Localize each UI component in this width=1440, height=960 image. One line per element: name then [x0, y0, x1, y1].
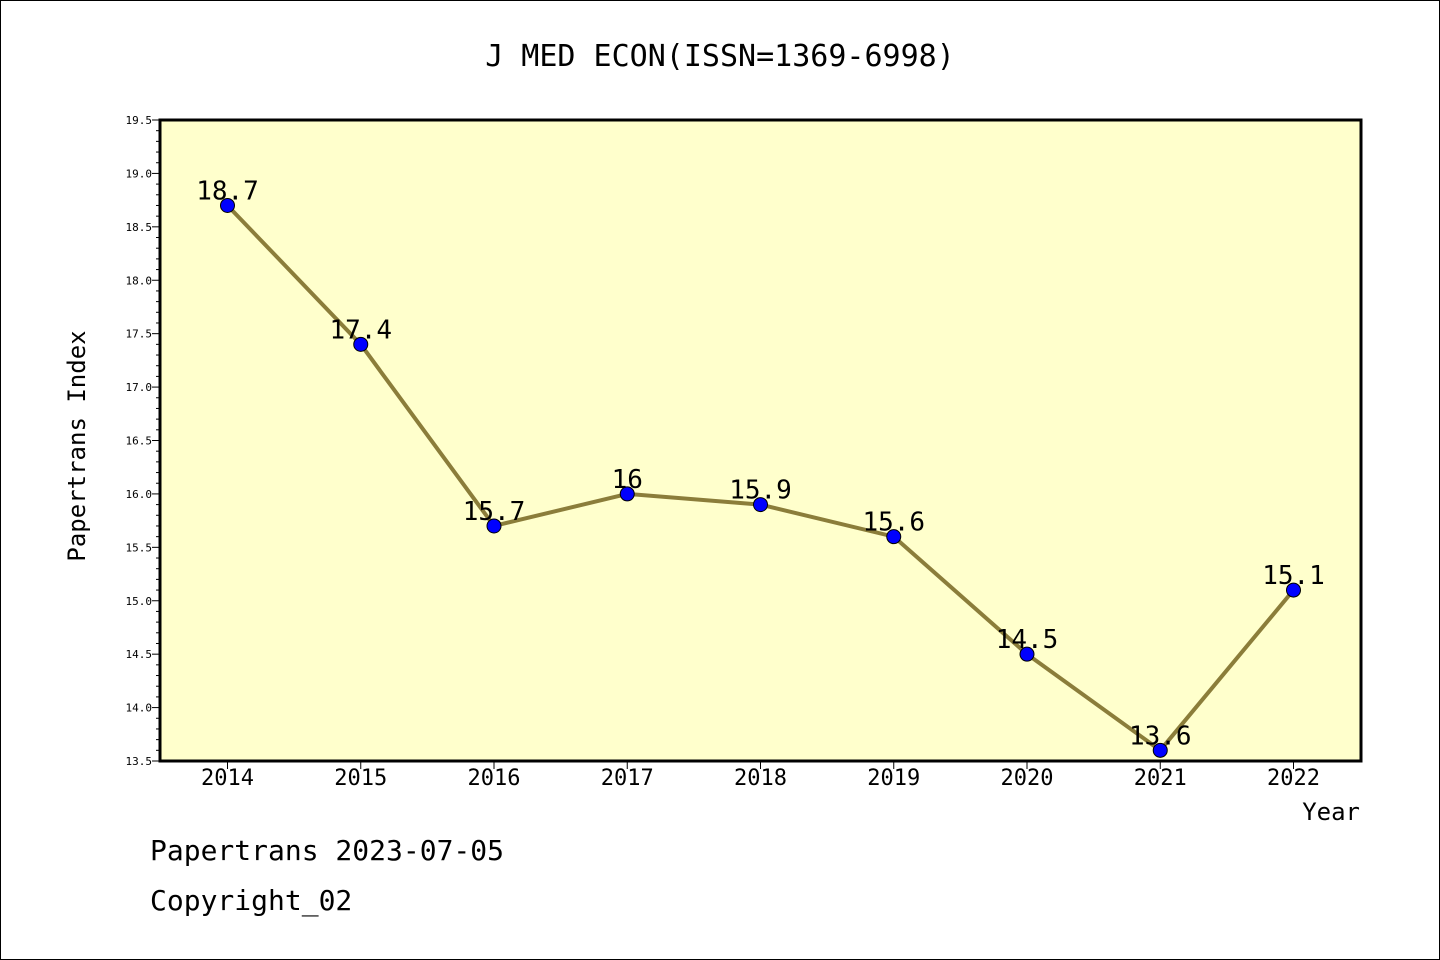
data-label: 17.4: [329, 315, 392, 345]
x-tick-label: 2021: [1134, 766, 1187, 791]
y-tick-label: 18.0: [126, 274, 153, 287]
data-point: [1152, 742, 1168, 758]
data-label: 15.9: [729, 476, 792, 506]
data-label: 15.1: [1262, 561, 1325, 591]
y-tick-label: 19.0: [126, 167, 153, 180]
chart-title: J MED ECON(ISSN=1369-6998): [485, 39, 955, 74]
y-tick-label: 17.5: [126, 328, 153, 341]
y-tick-label: 16.0: [126, 488, 153, 501]
data-point: [220, 197, 235, 213]
x-tick-label: 2018: [734, 766, 787, 791]
data-label: 18.7: [196, 176, 259, 206]
x-tick-label: 2016: [468, 766, 521, 791]
data-points: [220, 197, 1301, 758]
x-axis-label: Year: [1302, 798, 1360, 826]
plot-area: [158, 118, 1363, 763]
x-tick-label: 2014: [201, 766, 254, 791]
footer-copyright: Copyright_02: [150, 884, 353, 917]
data-label: 15.7: [463, 497, 526, 527]
data-point: [486, 518, 502, 534]
y-tick-label: 18.5: [126, 221, 153, 234]
x-axis: 2014 2015 2016 2017 2018 2019 2020 2021 2022: [201, 761, 1320, 791]
data-point: [886, 529, 902, 545]
data-point: [619, 486, 635, 502]
footer-date: Papertrans 2023-07-05: [150, 834, 505, 867]
y-tick-label: 19.5: [126, 114, 153, 127]
x-tick-label: 2022: [1267, 766, 1320, 791]
y-tick-label: 17.0: [126, 381, 153, 394]
data-point: [353, 336, 369, 352]
data-label: 15.6: [862, 508, 925, 538]
x-tick-label: 2017: [601, 766, 654, 791]
x-tick-label: 2019: [867, 766, 920, 791]
data-label: 13.6: [1129, 721, 1192, 751]
y-tick-label: 14.0: [126, 702, 153, 715]
data-point: [1286, 582, 1301, 598]
x-tick-label: 2015: [334, 766, 387, 791]
y-tick-label: 16.5: [126, 435, 153, 448]
y-axis-label: Papertrans Index: [63, 330, 91, 561]
data-point: [1019, 646, 1035, 662]
y-tick-label: 15.0: [126, 595, 153, 608]
data-point: [753, 497, 768, 513]
y-tick-label: 14.5: [126, 648, 153, 661]
data-label: 16: [612, 465, 643, 495]
y-tick-label: 15.5: [126, 541, 153, 554]
y-tick-label: 13.5: [126, 755, 153, 768]
y-axis: 13.5 14.0 14.5 15.0 15.5 16.0 16.5 17.0 17.5 18.0…: [126, 114, 160, 768]
data-labels: 18.7 17.4 15.7 16 15.9 15.6 14.5 13.6 15.1: [196, 176, 1325, 751]
x-tick-label: 2020: [1001, 766, 1054, 791]
data-label: 14.5: [996, 625, 1059, 655]
